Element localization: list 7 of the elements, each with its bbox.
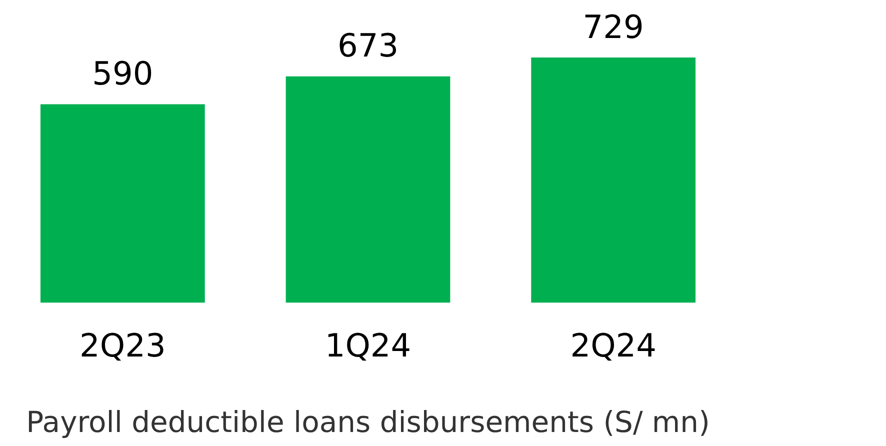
x-tick-label: 1Q24 <box>324 326 412 364</box>
x-axis-title: Payroll deductible loans disbursements (S/ mn) <box>26 405 710 440</box>
data-label: 729 <box>582 8 644 46</box>
x-tick-label: 2Q23 <box>80 326 166 364</box>
x-tick-label: 2Q24 <box>570 326 656 364</box>
data-label: 673 <box>337 26 399 65</box>
data-label: 590 <box>92 54 154 93</box>
